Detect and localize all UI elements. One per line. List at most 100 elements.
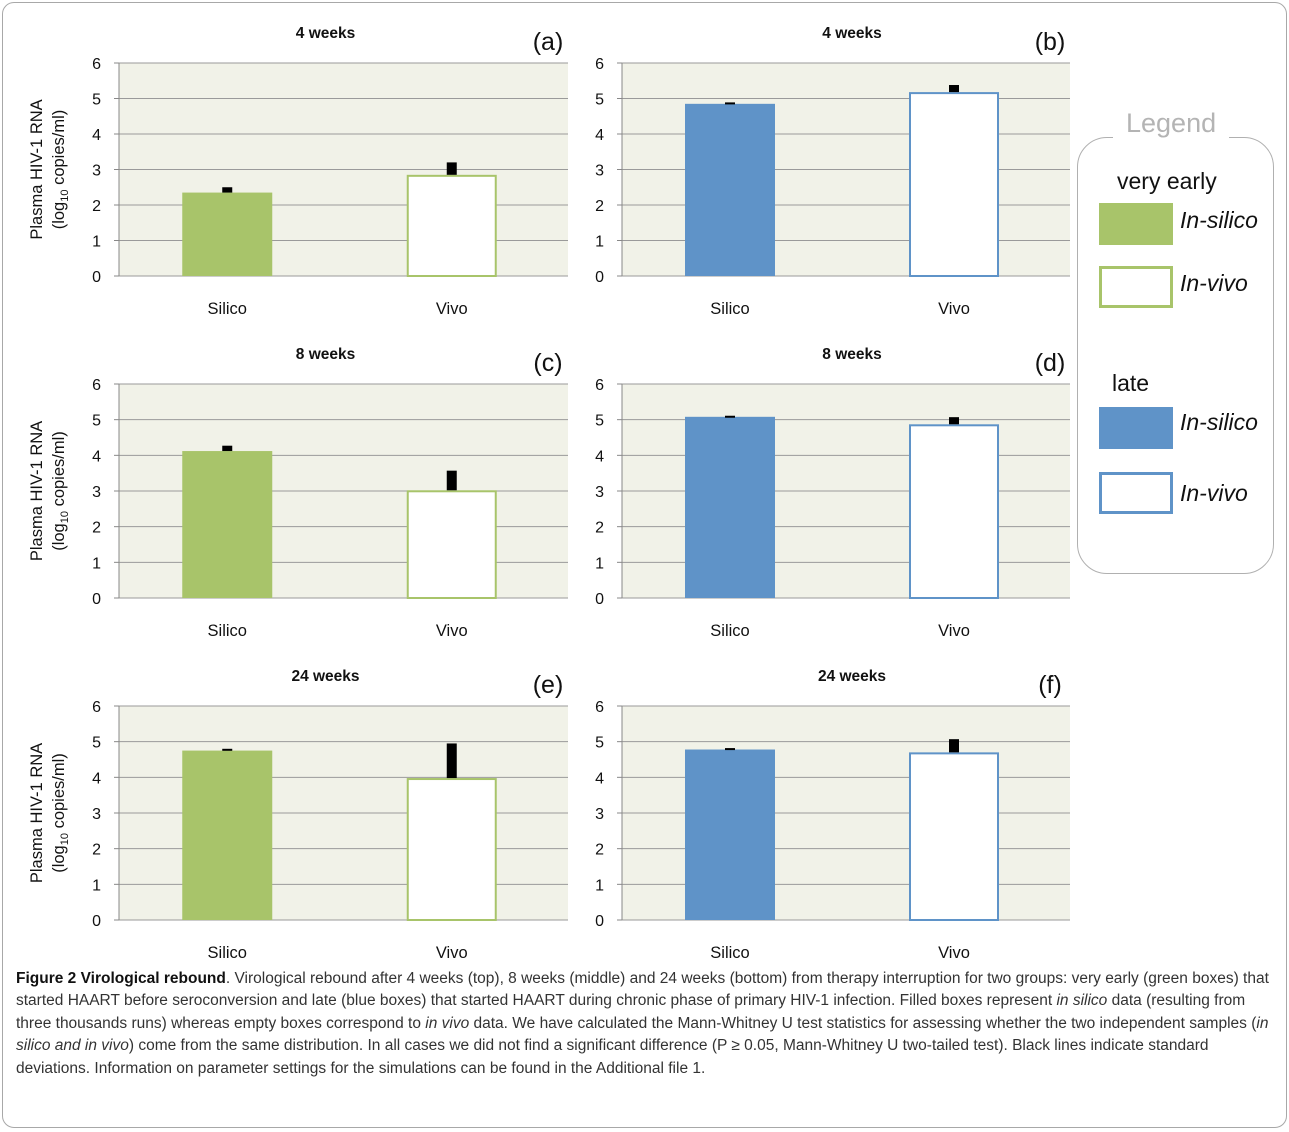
y-tick-label: 0 bbox=[595, 913, 604, 930]
y-tick-label: 2 bbox=[92, 520, 101, 537]
bar-silico bbox=[182, 451, 273, 598]
y-tick-label: 4 bbox=[92, 448, 101, 465]
y-tick-label: 6 bbox=[92, 56, 101, 73]
error-bar-vivo bbox=[949, 85, 959, 93]
x-tick-label: Vivo bbox=[938, 622, 970, 640]
error-bar-silico bbox=[222, 445, 233, 452]
legend-swatch-late-invivo bbox=[1099, 472, 1173, 514]
legend-swatch-very-early-insilico bbox=[1099, 203, 1173, 245]
y-tick-label: 3 bbox=[595, 806, 604, 823]
bar-vivo bbox=[406, 490, 497, 599]
y-tick-label: 6 bbox=[595, 377, 604, 394]
y-axis-label-units: (log10 copies/ml) bbox=[50, 110, 71, 230]
error-bar-vivo bbox=[446, 162, 457, 175]
bar-vivo bbox=[406, 174, 497, 277]
y-tick-label: 2 bbox=[595, 842, 604, 859]
caption-text-3: data. We have calculated the Mann-Whitne… bbox=[469, 1014, 1257, 1032]
caption-italic-2: in vivo bbox=[425, 1014, 470, 1032]
caption-text-1: . Virological rebound after 4 weeks (top… bbox=[16, 970, 1269, 1010]
y-tick-label: 4 bbox=[92, 127, 101, 144]
bar-vivo bbox=[909, 424, 999, 600]
chart-title: 24 weeks bbox=[291, 668, 359, 685]
y-tick-label: 2 bbox=[595, 520, 604, 537]
error-bar-vivo bbox=[949, 739, 959, 753]
error-bar-vivo bbox=[446, 470, 457, 491]
y-tick-label: 2 bbox=[595, 198, 604, 215]
panel-label: (f) bbox=[1038, 671, 1062, 699]
bar-vivo bbox=[909, 92, 999, 277]
y-tick-label: 0 bbox=[595, 269, 604, 286]
caption-italic-1: in silico bbox=[1056, 992, 1108, 1010]
y-tick-label: 3 bbox=[92, 806, 101, 823]
figure-caption: Figure 2 Virological rebound. Virologica… bbox=[16, 968, 1278, 1080]
bar-silico bbox=[685, 103, 775, 276]
bar-vivo bbox=[909, 752, 999, 921]
y-tick-label: 6 bbox=[595, 699, 604, 716]
error-bar-vivo bbox=[446, 743, 457, 779]
legend-label-very-early-insilico: In-silico bbox=[1180, 207, 1258, 233]
panel-label: (b) bbox=[1035, 28, 1066, 56]
x-tick-label: Silico bbox=[208, 944, 247, 962]
error-bar-silico bbox=[222, 187, 233, 193]
panel-label: (d) bbox=[1035, 349, 1066, 377]
bar-vivo bbox=[406, 778, 497, 922]
y-tick-label: 1 bbox=[595, 555, 604, 572]
error-bar-silico bbox=[725, 102, 735, 105]
legend-label-very-early-invivo: In-vivo bbox=[1180, 270, 1248, 296]
y-tick-label: 3 bbox=[92, 163, 101, 180]
caption-text-2: data (resulting from three thousands run… bbox=[16, 992, 1246, 1032]
chart-panel-f: 0 1 2 3 4 5 6 24 weeks (f) Silico Vivo bbox=[595, 668, 1070, 962]
x-tick-label: Vivo bbox=[436, 300, 468, 318]
y-tick-label: 1 bbox=[595, 234, 604, 251]
chart-panel-b: 0 1 2 3 4 5 6 4 weeks (b) Silico Vivo bbox=[595, 25, 1070, 318]
chart-title: 8 weeks bbox=[822, 346, 881, 363]
x-tick-label: Silico bbox=[710, 300, 749, 318]
panel-label: (c) bbox=[533, 349, 562, 377]
x-tick-label: Vivo bbox=[938, 300, 970, 318]
chart-title: 4 weeks bbox=[296, 25, 355, 42]
y-tick-label: 0 bbox=[92, 269, 101, 286]
legend-label-late-insilico: In-silico bbox=[1180, 409, 1258, 435]
x-tick-label: Silico bbox=[208, 622, 247, 640]
y-axis-label-units: (log10 copies/ml) bbox=[50, 753, 71, 873]
y-tick-label: 6 bbox=[92, 699, 101, 716]
caption-text-4: ) come from the same distribution. In al… bbox=[16, 1037, 1209, 1077]
x-tick-label: Vivo bbox=[436, 622, 468, 640]
y-tick-label: 4 bbox=[595, 448, 604, 465]
caption-italic-3: in silico and in vivo bbox=[16, 1014, 1269, 1055]
x-tick-label: Silico bbox=[710, 622, 749, 640]
y-tick-label: 0 bbox=[92, 913, 101, 930]
legend-title: Legend bbox=[1113, 108, 1230, 139]
bar-silico bbox=[182, 750, 273, 920]
chart-title: 8 weeks bbox=[296, 346, 355, 363]
x-tick-label: Silico bbox=[710, 944, 749, 962]
error-bar-silico bbox=[222, 748, 233, 751]
panel-label: (a) bbox=[533, 28, 564, 56]
chart-panel-a: 0 1 2 3 4 5 6 4 weeks (a) Silico Vivo Plasma HIV-1 … bbox=[28, 25, 568, 318]
chart-panel-c: 0 1 2 3 4 5 6 8 weeks (c) Silico Vivo Plasma HIV-1 … bbox=[28, 346, 568, 640]
x-tick-label: Vivo bbox=[938, 944, 970, 962]
legend-group-very-early: very early bbox=[1117, 168, 1217, 194]
y-tick-label: 4 bbox=[92, 770, 101, 787]
legend-swatch-late-insilico bbox=[1099, 407, 1173, 449]
legend-swatch-very-early-invivo bbox=[1099, 266, 1173, 308]
chart-panel-e: 0 1 2 3 4 5 6 24 weeks (e) Silico Vivo Plasma HIV-1… bbox=[28, 668, 568, 962]
error-bar-silico bbox=[725, 748, 735, 751]
y-tick-label: 5 bbox=[92, 735, 101, 752]
y-tick-label: 1 bbox=[92, 877, 101, 894]
y-axis-label-units: (log10 copies/ml) bbox=[50, 431, 71, 551]
chart-panel-d: 0 1 2 3 4 5 6 8 weeks (d) Silico Vivo bbox=[595, 346, 1070, 640]
bar-silico bbox=[685, 749, 775, 920]
bar-silico bbox=[685, 416, 775, 598]
y-tick-label: 6 bbox=[595, 56, 604, 73]
caption-label: Figure 2 bbox=[16, 970, 77, 987]
y-axis-label: Plasma HIV-1 RNA bbox=[28, 743, 46, 883]
legend-group-late: late bbox=[1112, 370, 1150, 396]
y-tick-label: 5 bbox=[92, 92, 101, 109]
y-tick-label: 5 bbox=[595, 735, 604, 752]
caption-title: Virological rebound bbox=[80, 970, 226, 987]
figure-charts: 0 1 2 3 4 5 6 4 weeks (a) Silico Vivo Plasma HIV-1 … bbox=[28, 25, 1070, 962]
y-tick-label: 3 bbox=[92, 484, 101, 501]
y-tick-label: 3 bbox=[595, 484, 604, 501]
